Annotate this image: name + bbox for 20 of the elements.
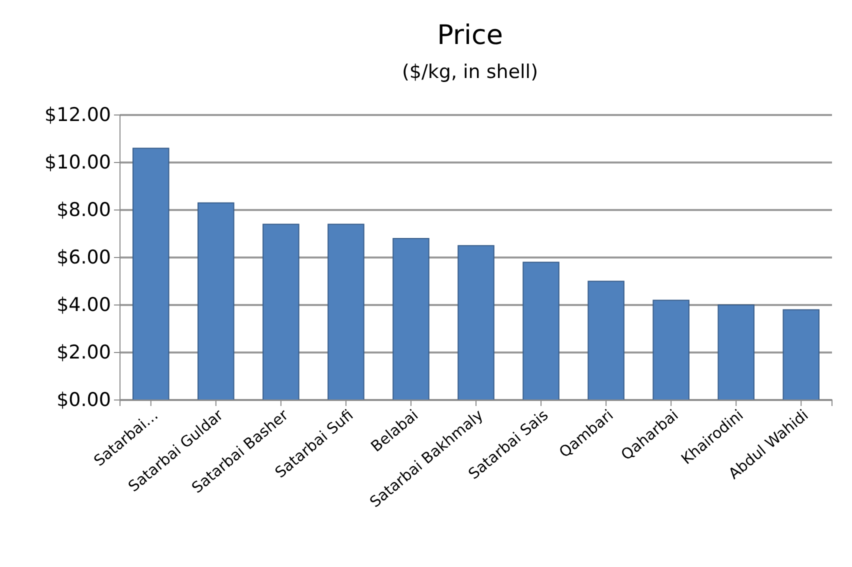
bar: [782, 309, 820, 400]
y-tick-label: $8.00: [56, 199, 111, 222]
bar: [262, 224, 300, 400]
y-tick-label: $2.00: [56, 342, 111, 364]
y-tick-label: $4.00: [56, 294, 111, 316]
bar: [392, 238, 430, 400]
bar: [132, 148, 170, 400]
bar: [522, 262, 560, 400]
bar: [718, 304, 754, 400]
bar: [652, 300, 690, 400]
y-tick-label: $12.00: [44, 104, 111, 126]
y-tick-label: $0.00: [56, 389, 111, 412]
bar: [328, 224, 364, 400]
bar: [588, 280, 624, 400]
y-tick-label: $6.00: [56, 246, 111, 269]
bar: [198, 202, 234, 400]
chart-subtitle: ($/kg, in shell): [402, 61, 538, 83]
chart-title: Price: [437, 20, 503, 51]
bar: [458, 245, 494, 400]
y-tick-label: $10.00: [44, 152, 111, 174]
